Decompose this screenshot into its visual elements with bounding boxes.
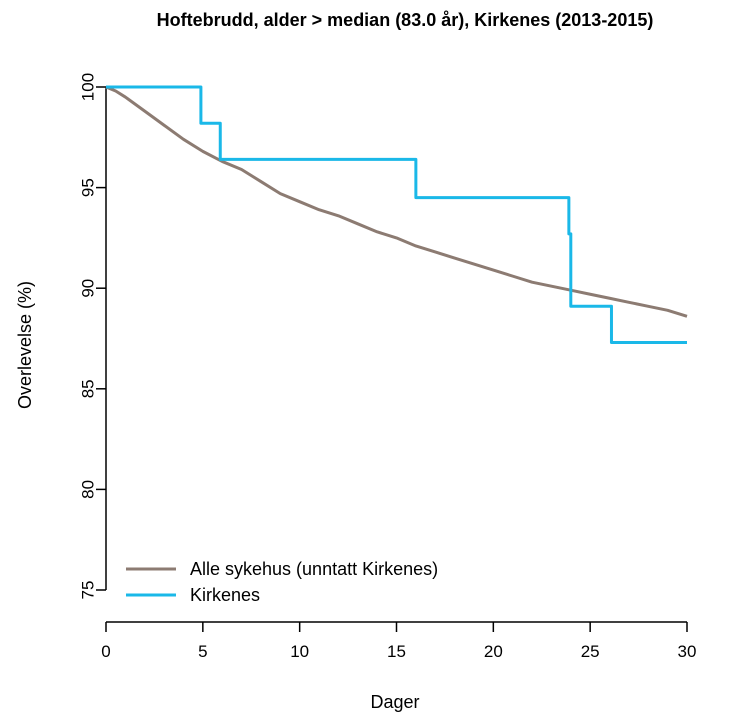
y-tick-label: 80 xyxy=(79,480,98,499)
legend-label: Alle sykehus (unntatt Kirkenes) xyxy=(190,559,438,579)
x-tick-label: 20 xyxy=(484,642,503,661)
series-line-kirkenes xyxy=(106,85,687,345)
y-tick-label: 75 xyxy=(79,581,98,600)
x-tick-label: 30 xyxy=(678,642,697,661)
y-axis: 75 80 85 90 95 100 xyxy=(79,73,107,600)
x-tick-label: 0 xyxy=(101,642,110,661)
y-tick-label: 90 xyxy=(79,279,98,298)
chart-title: Hoftebrudd, alder > median (83.0 år), Ki… xyxy=(157,10,654,30)
y-axis-label: Overlevelse (%) xyxy=(15,281,35,409)
legend: Alle sykehus (unntatt Kirkenes) Kirkenes xyxy=(126,559,438,605)
series-layer xyxy=(105,85,688,345)
x-tick-label: 15 xyxy=(387,642,406,661)
legend-label: Kirkenes xyxy=(190,585,260,605)
y-tick-label: 85 xyxy=(79,379,98,398)
series-line-alle-sykehus xyxy=(105,85,688,318)
y-tick-label: 95 xyxy=(79,178,98,197)
x-tick-label: 25 xyxy=(581,642,600,661)
x-axis-label: Dager xyxy=(370,692,419,712)
y-tick-label: 100 xyxy=(79,73,98,101)
x-axis: 0 5 10 15 20 25 30 xyxy=(101,621,697,661)
x-tick-label: 5 xyxy=(198,642,207,661)
x-tick-label: 10 xyxy=(290,642,309,661)
